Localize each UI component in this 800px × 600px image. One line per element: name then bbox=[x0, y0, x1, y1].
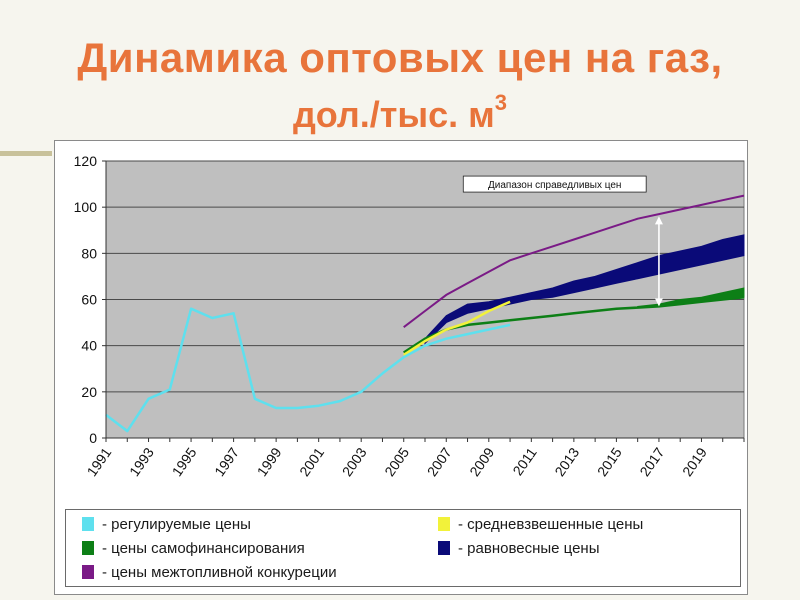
legend-label-self-financing: - цены самофинансирования bbox=[102, 540, 305, 557]
y-tick-label-40: 40 bbox=[81, 338, 97, 354]
legend-swatch-inter-fuel bbox=[82, 565, 94, 579]
annotation-label-box bbox=[462, 175, 647, 193]
x-tick-label-1997: 1997 bbox=[211, 444, 242, 479]
gas-price-chart: Диапазон справедливых цен 0 20 40 60 80 100 12… bbox=[74, 153, 745, 479]
legend-item-inter-fuel: - цены межтопливной конкуреции bbox=[82, 564, 337, 581]
x-tick-label-1993: 1993 bbox=[126, 444, 157, 479]
x-tick-label-2017: 2017 bbox=[636, 444, 667, 479]
legend-label-weighted: - средневзвешенные цены bbox=[458, 516, 644, 533]
x-tick-label-2009: 2009 bbox=[466, 444, 497, 479]
legend-swatch-weighted bbox=[438, 517, 450, 531]
y-tick-label-100: 100 bbox=[74, 199, 98, 215]
series-weighted-line bbox=[403, 300, 511, 356]
annotation-arrowhead-bottom bbox=[654, 298, 663, 307]
legend-item-weighted: - средневзвешенные цены bbox=[438, 516, 643, 533]
x-tick-label-1995: 1995 bbox=[169, 444, 200, 479]
x-tick-label-1991: 1991 bbox=[83, 444, 114, 479]
annotation-layer: Диапазон справедливых цен bbox=[462, 175, 663, 307]
decorative-rule bbox=[0, 151, 52, 156]
x-tick-label-2003: 2003 bbox=[339, 444, 370, 479]
annotation-label: Диапазон справедливых цен bbox=[488, 180, 621, 191]
legend-swatch-self-financing bbox=[82, 541, 94, 555]
legend-item-regulated: - регулируемые цены bbox=[82, 516, 251, 533]
legend-item-equilibrium: - равновесные цены bbox=[438, 540, 600, 557]
legend-item-self-financing: - цены самофинансирования bbox=[82, 540, 305, 557]
x-tick-label-2005: 2005 bbox=[381, 444, 412, 479]
legend-swatch-equilibrium bbox=[438, 541, 450, 555]
legend-label-inter-fuel: - цены межтопливной конкуреции bbox=[102, 564, 337, 581]
x-tick-label-2001: 2001 bbox=[296, 444, 327, 479]
chart-frame: Диапазон справедливых цен 0 20 40 60 80 100 12… bbox=[54, 140, 748, 595]
legend-label-regulated: - регулируемые цены bbox=[102, 516, 251, 533]
chart-legend: - регулируемые цены - цены самофинансиро… bbox=[65, 509, 741, 587]
legend-label-equilibrium: - равновесные цены bbox=[458, 540, 600, 557]
x-tick-label-2015: 2015 bbox=[594, 444, 625, 479]
slide-title-line-2: дол./тыс. м3 bbox=[0, 90, 800, 136]
series-layer bbox=[105, 194, 745, 433]
y-tick-label-0: 0 bbox=[89, 430, 97, 446]
gridlines bbox=[106, 160, 744, 393]
slide-title-line-1: Динамика оптовых цен на газ, bbox=[77, 34, 723, 81]
y-tick-label-20: 20 bbox=[81, 384, 97, 400]
title-unit-text: дол./тыс. м bbox=[292, 94, 495, 135]
x-tick-label-2011: 2011 bbox=[509, 444, 539, 478]
y-tick-label-120: 120 bbox=[74, 153, 98, 169]
x-tick-label-2007: 2007 bbox=[424, 444, 455, 479]
legend-swatch-regulated bbox=[82, 517, 94, 531]
series-inter-fuel-line bbox=[403, 194, 745, 328]
x-tick-label-2013: 2013 bbox=[551, 444, 582, 479]
x-tick-label-2019: 2019 bbox=[679, 444, 710, 479]
annotation-arrowhead-top bbox=[654, 216, 663, 225]
y-tick-label-80: 80 bbox=[81, 245, 97, 261]
x-tick-label-1999: 1999 bbox=[254, 444, 285, 479]
series-regulated-line bbox=[105, 307, 511, 433]
y-tick-label-60: 60 bbox=[81, 292, 97, 308]
series-equilibrium-band bbox=[424, 234, 745, 345]
title-unit-superscript: 3 bbox=[494, 90, 508, 115]
